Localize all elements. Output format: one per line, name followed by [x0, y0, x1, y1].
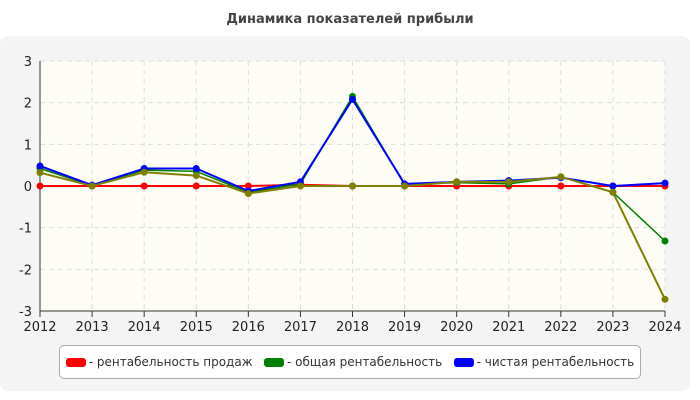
- x-tick-label: 2013: [76, 320, 109, 335]
- data-point: [661, 179, 669, 187]
- y-tick-label: 3: [24, 55, 32, 70]
- data-point: [661, 295, 669, 303]
- legend-item: - чистая рентабельность: [453, 355, 635, 369]
- data-point: [244, 182, 252, 190]
- data-point: [36, 169, 44, 177]
- data-point: [36, 182, 44, 190]
- data-point: [349, 95, 356, 103]
- data-point: [557, 173, 565, 181]
- x-tick-label: 2017: [284, 320, 317, 335]
- x-tick-label: 2021: [492, 320, 525, 335]
- x-tick-label: 2018: [336, 320, 369, 335]
- legend: - рентабельность продаж - общая рентабел…: [59, 345, 641, 379]
- x-tick-label: 2024: [648, 320, 681, 335]
- x-tick-label: 2023: [596, 320, 629, 335]
- legend-item: - рентабельность продаж: [65, 355, 253, 369]
- legend-label: - общая рентабельность: [287, 355, 443, 369]
- data-point: [140, 182, 148, 190]
- legend-label: - чистая рентабельность: [476, 355, 635, 369]
- data-point: [192, 165, 200, 172]
- legend-swatch: [65, 357, 86, 367]
- x-tick-label: 2014: [128, 320, 161, 335]
- data-point: [192, 182, 200, 190]
- data-point: [244, 190, 252, 197]
- data-point: [349, 182, 356, 190]
- data-point: [140, 168, 148, 176]
- data-point: [401, 182, 409, 190]
- x-tick-label: 2019: [388, 320, 421, 335]
- y-tick-label: -1: [19, 222, 32, 237]
- y-tick-label: 1: [24, 138, 32, 153]
- x-tick-label: 2020: [440, 320, 473, 335]
- x-tick-label: 2016: [232, 320, 265, 335]
- data-point: [453, 178, 461, 186]
- data-point: [609, 182, 617, 190]
- data-point: [557, 182, 565, 190]
- legend-swatch: [264, 357, 285, 367]
- y-tick-label: 0: [24, 180, 32, 195]
- data-point: [36, 162, 44, 170]
- x-tick-label: 2012: [23, 320, 56, 335]
- chart-title: Динамика показателей прибыли: [226, 12, 474, 27]
- data-point: [609, 188, 617, 196]
- legend-item: - общая рентабельность: [264, 355, 442, 369]
- y-tick-label: -2: [19, 263, 32, 278]
- legend-label: - рентабельность продаж: [88, 355, 253, 369]
- data-point: [296, 182, 304, 190]
- x-tick-label: 2015: [180, 320, 213, 335]
- y-tick-label: 2: [24, 97, 32, 112]
- legend-swatch: [453, 357, 474, 367]
- data-point: [661, 237, 669, 245]
- data-point: [88, 182, 96, 190]
- data-point: [505, 178, 513, 186]
- data-point: [192, 172, 200, 180]
- y-tick-label: -3: [19, 305, 32, 320]
- x-tick-label: 2022: [544, 320, 577, 335]
